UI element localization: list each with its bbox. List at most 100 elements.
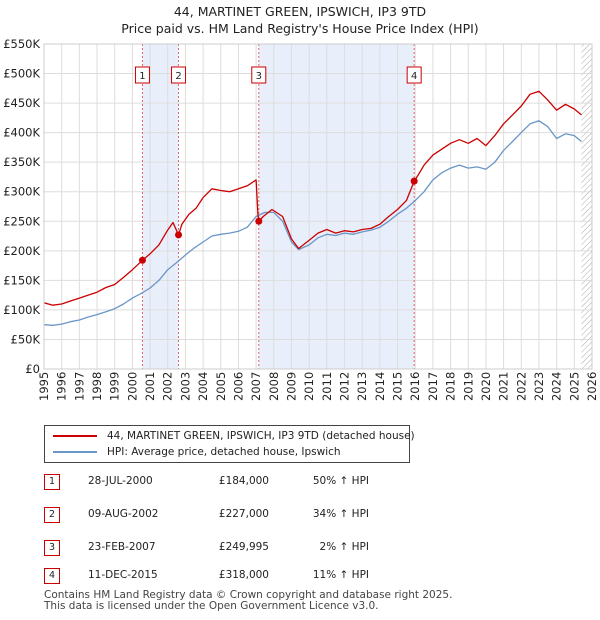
forecast-hatch — [581, 44, 592, 369]
footer-attribution: Contains HM Land Registry data © Crown c… — [44, 590, 452, 612]
chart-title-block: 44, MARTINET GREEN, IPSWICH, IP3 9TD Pri… — [0, 3, 600, 37]
price-chart: 1 2 3 4 £0 £50K £100K £150K £200K £250K £300K £350… — [3, 37, 599, 401]
shaded-period — [258, 44, 415, 369]
x-tick-label: 2000 — [125, 372, 139, 401]
y-tick-label: £150K — [3, 273, 40, 287]
x-tick-label: 2003 — [178, 372, 192, 401]
sale-row: 2 09-AUG-2002 £227,000 34% ↑ HPI — [44, 505, 464, 525]
y-tick-label: £550K — [3, 37, 40, 51]
sale-hpi-change: 11% ↑ HPI — [312, 569, 369, 581]
sale-points — [138, 177, 418, 264]
sale-label-number: 3 — [256, 71, 262, 82]
y-tick-label: £200K — [3, 244, 40, 258]
sale-label-box — [406, 66, 422, 84]
x-tick-label: 2009 — [284, 372, 298, 401]
x-tick-label: 1998 — [90, 372, 104, 401]
x-tick-label: 2014 — [373, 372, 387, 401]
sale-badge: 1 — [44, 474, 60, 490]
x-tick-label: 2021 — [497, 372, 511, 401]
x-tick-label: 2008 — [267, 372, 281, 401]
shade-layer — [142, 44, 592, 369]
legend-entry-property: 44, MARTINET GREEN, IPSWICH, IP3 9TD (de… — [53, 428, 415, 444]
sale-label-number: 1 — [139, 71, 145, 82]
y-tick-label: £500K — [3, 67, 40, 81]
x-tick-label: 2010 — [302, 372, 316, 401]
x-tick-label: 2012 — [338, 372, 352, 401]
legend-label-hpi: HPI: Average price, detached house, Ipsw… — [107, 446, 341, 458]
x-tick-label: 2024 — [550, 372, 564, 401]
x-tick-label: 2004 — [196, 372, 210, 401]
y-tick-label: £400K — [3, 126, 40, 140]
sale-label-boxes: 1 2 3 4 — [134, 66, 422, 84]
x-tick-label: 2011 — [320, 372, 334, 401]
sale-row: 4 11-DEC-2015 £318,000 11% ↑ HPI — [44, 566, 464, 586]
x-tick-label: 2006 — [231, 372, 245, 401]
x-tick-label: 1999 — [108, 372, 122, 401]
sale-badge: 3 — [44, 540, 60, 556]
chart-title: 44, MARTINET GREEN, IPSWICH, IP3 9TD — [173, 4, 427, 19]
sale-price: £184,000 — [218, 475, 269, 487]
sale-row: 3 23-FEB-2007 £249,995 2% ↑ HPI — [44, 538, 464, 558]
legend-swatch-property — [53, 435, 97, 437]
sale-point — [255, 217, 263, 225]
x-tick-label: 1997 — [72, 372, 86, 401]
sale-point — [410, 177, 418, 185]
chart-legend: 44, MARTINET GREEN, IPSWICH, IP3 9TD (de… — [44, 425, 415, 463]
y-tick-label: £300K — [3, 185, 40, 199]
sale-badge: 4 — [44, 568, 60, 584]
sale-hpi-change: 34% ↑ HPI — [312, 508, 369, 520]
legend-swatch-hpi — [53, 451, 97, 453]
legend-label-property: 44, MARTINET GREEN, IPSWICH, IP3 9TD (de… — [107, 430, 415, 442]
chart-subtitle: Price paid vs. HM Land Registry's House … — [121, 21, 479, 36]
sale-hpi-change: 50% ↑ HPI — [312, 475, 369, 487]
legend-entry-hpi: HPI: Average price, detached house, Ipsw… — [53, 444, 341, 460]
sale-label-box — [251, 66, 267, 84]
sale-date: 09-AUG-2002 — [88, 508, 159, 520]
sale-price: £249,995 — [218, 541, 269, 553]
y-tick-label: £250K — [3, 214, 40, 228]
x-tick-label: 2019 — [461, 372, 475, 401]
x-tick-label: 2002 — [161, 372, 175, 401]
x-tick-label: 2022 — [514, 372, 528, 401]
x-tick-label: 2016 — [408, 372, 422, 401]
sale-label-box — [134, 66, 150, 84]
sale-point — [175, 231, 183, 239]
x-tick-label: 2025 — [567, 372, 581, 401]
x-tick-label: 2026 — [585, 372, 599, 401]
sale-price: £227,000 — [218, 508, 269, 520]
x-tick-label: 2023 — [532, 372, 546, 401]
hpi-series-line — [44, 120, 582, 326]
sale-date: 11-DEC-2015 — [88, 569, 158, 581]
y-tick-label: £50K — [11, 332, 41, 346]
sale-label-box — [171, 66, 187, 84]
x-tick-label: 2001 — [143, 372, 157, 401]
sale-price: £318,000 — [218, 569, 269, 581]
sale-date: 23-FEB-2007 — [88, 541, 156, 553]
footer-line-1: Contains HM Land Registry data © Crown c… — [44, 589, 453, 601]
footer-line-2: This data is licensed under the Open Gov… — [44, 600, 379, 612]
y-tick-label: £450K — [3, 96, 40, 110]
y-tick-label: £0 — [25, 362, 40, 376]
x-tick-label: 2018 — [444, 372, 458, 401]
x-tick-label: 1996 — [55, 372, 69, 401]
x-tick-label: 2020 — [479, 372, 493, 401]
x-tick-label: 2013 — [355, 372, 369, 401]
plot-border — [43, 43, 593, 370]
x-tick-label: 2005 — [214, 372, 228, 401]
sale-label-number: 2 — [175, 71, 181, 82]
y-tick-label: £100K — [3, 303, 40, 317]
sale-label-number: 4 — [411, 71, 417, 82]
sale-row: 1 28-JUL-2000 £184,000 50% ↑ HPI — [44, 472, 464, 492]
x-tick-label: 1995 — [37, 372, 51, 401]
sale-badge: 2 — [44, 507, 60, 523]
y-axis-labels: £0 £50K £100K £150K £200K £250K £300K £350K £400… — [3, 37, 40, 376]
sale-point — [138, 256, 146, 264]
y-tick-label: £350K — [3, 155, 40, 169]
x-axis-labels: 1995 1996 1997 1998 1999 2000 2001 2002 2003 2004… — [37, 372, 599, 401]
x-tick-label: 2015 — [391, 372, 405, 401]
x-tick-label: 2007 — [249, 372, 263, 401]
sale-hpi-change: 2% ↑ HPI — [319, 541, 369, 553]
sale-date: 28-JUL-2000 — [88, 475, 153, 487]
x-tick-label: 2017 — [426, 372, 440, 401]
shaded-period — [142, 44, 179, 369]
